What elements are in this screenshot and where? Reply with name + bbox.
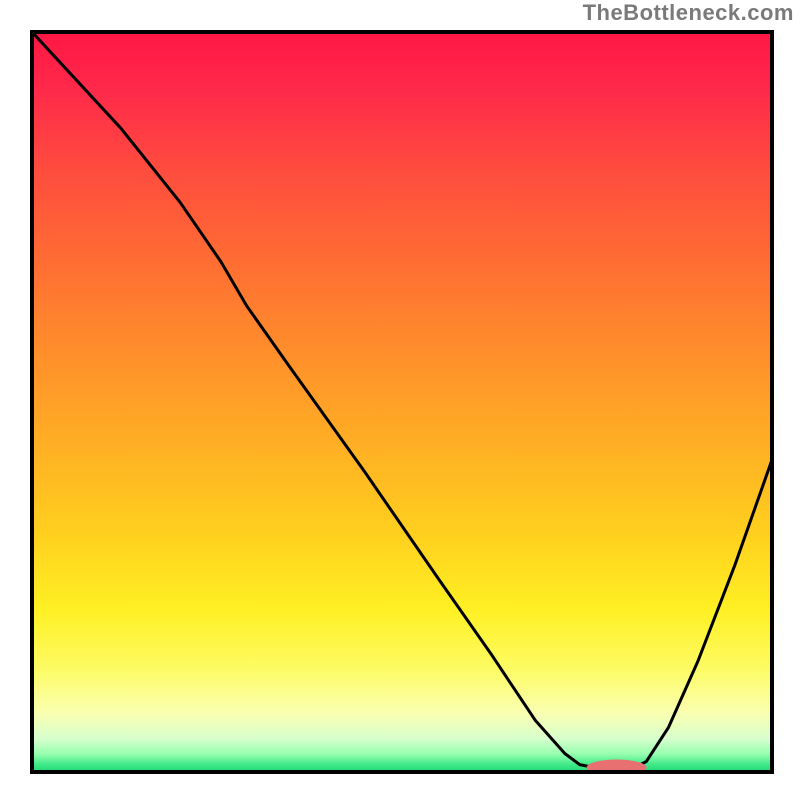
watermark-text: TheBottleneck.com <box>583 0 794 26</box>
chart-svg <box>0 0 800 800</box>
bottleneck-chart: TheBottleneck.com <box>0 0 800 800</box>
plot-background <box>32 32 772 772</box>
